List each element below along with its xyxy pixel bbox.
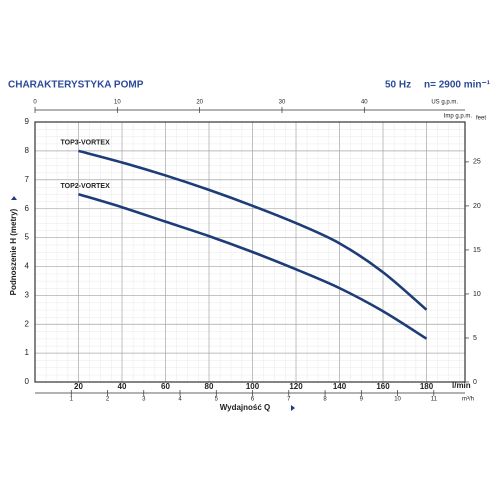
y-tick-label: 7 — [25, 175, 30, 184]
right-tick-label: 0 — [473, 379, 477, 386]
bottom-tick-label: 3 — [142, 397, 146, 403]
bottom-tick-label: 6 — [251, 397, 255, 403]
bottom-axis-2-label: m³/h — [462, 397, 474, 403]
frequency: 50 Hz — [385, 80, 411, 91]
x-unit: l/min — [452, 381, 471, 390]
y-tick-label: 8 — [25, 146, 30, 155]
bottom-tick-label: 1 — [70, 397, 74, 403]
y-tick-label: 0 — [25, 377, 30, 386]
y-arrow — [11, 196, 17, 200]
y-tick-label: 9 — [25, 117, 30, 126]
x-tick-label: 80 — [205, 382, 214, 391]
top-axis-2-label: Imp g.p.m. — [444, 114, 473, 120]
right-tick-label: 15 — [473, 247, 481, 254]
curve — [78, 192, 428, 340]
y-axis-label: Podnoszenie H (metry) — [9, 208, 18, 295]
bottom-tick-label: 5 — [215, 397, 219, 403]
y-tick-label: 6 — [25, 204, 30, 213]
right-tick-label: 20 — [473, 203, 481, 210]
bottom-tick-label: 2 — [106, 397, 110, 403]
bottom-tick-label: 11 — [431, 397, 438, 403]
bottom-tick-label: 10 — [394, 397, 401, 403]
y-tick-label: 2 — [25, 319, 30, 328]
y-tick-label: 4 — [25, 262, 30, 271]
chart-title: CHARAKTERYSTYKA POMP — [8, 80, 144, 91]
bottom-tick-label: 7 — [287, 397, 291, 403]
y-tick-label: 3 — [25, 290, 30, 299]
bottom-tick-label: 4 — [178, 397, 182, 403]
top-tick-label: 40 — [361, 100, 368, 106]
x-tick-label: 60 — [161, 382, 170, 391]
x-arrow — [291, 405, 295, 411]
y-tick-label: 1 — [25, 348, 30, 357]
x-axis-label: Wydajność Q — [220, 403, 271, 412]
series-label: TOP3-VORTEX — [61, 140, 111, 147]
speed: n= 2900 min⁻¹ — [424, 80, 491, 91]
x-tick-label: 160 — [376, 382, 390, 391]
plot-frame — [34, 121, 466, 383]
x-tick-label: 120 — [289, 382, 303, 391]
top-tick-label: 30 — [279, 100, 286, 106]
bottom-tick-label: 9 — [360, 397, 364, 403]
right-tick-label: 10 — [473, 291, 481, 298]
top-axis-label: US g.p.m. — [431, 100, 458, 106]
x-tick-label: 40 — [118, 382, 127, 391]
top-tick-label: 10 — [114, 100, 121, 106]
x-tick-label: 100 — [246, 382, 260, 391]
curve — [78, 149, 428, 311]
x-tick-label: 140 — [333, 382, 347, 391]
right-tick-label: 25 — [473, 159, 481, 166]
right-tick-label: 5 — [473, 335, 477, 342]
y-tick-label: 5 — [25, 233, 30, 242]
right-axis-label: feet — [476, 116, 486, 122]
x-tick-label: 20 — [74, 382, 83, 391]
bottom-tick-label: 8 — [323, 397, 327, 403]
top-tick-label: 0 — [33, 100, 37, 106]
series-label: TOP2-VORTEX — [61, 183, 111, 190]
x-tick-label: 180 — [420, 382, 434, 391]
top-tick-label: 20 — [196, 100, 203, 106]
